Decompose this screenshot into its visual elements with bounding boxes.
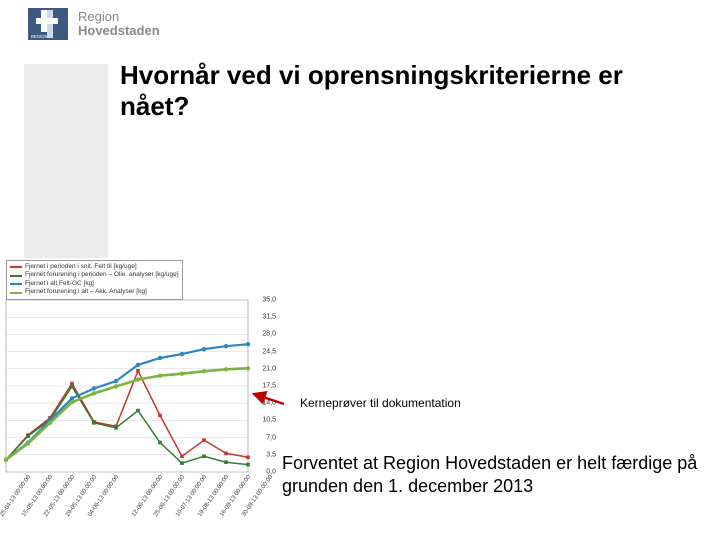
legend-swatch	[10, 275, 22, 277]
slide: REGION Region Hovedstaden Hvornår ved vi…	[0, 0, 720, 540]
legend-label: Fjernet i perioden i snit. Felt til [kg/…	[25, 263, 137, 271]
legend-label: Fjernet forurening i perioden – Olie. an…	[25, 271, 179, 279]
page-title: Hvornår ved vi oprensningskriterierne er…	[120, 60, 680, 121]
x-axis-ticks: 25-04-13 00:00:0015-05-13 00:00:0022-05-…	[0, 478, 278, 530]
legend-item: Fjernet i alt Felt-GC [kg]	[10, 280, 179, 288]
annotation-arrow	[248, 388, 288, 408]
y-tick-label: 35,0	[262, 297, 276, 304]
decorative-stripe	[24, 64, 108, 260]
y-tick-label: 31,5	[262, 314, 276, 321]
logo-line2: Hovedstaden	[78, 24, 160, 38]
legend-item: Fjernet i perioden i snit. Felt til [kg/…	[10, 263, 179, 271]
legend-swatch	[10, 292, 22, 294]
logo-text: Region Hovedstaden	[78, 10, 160, 39]
y-tick-label: 7,0	[266, 434, 276, 441]
y-tick-label: 21,0	[262, 365, 276, 372]
logo-small-text: REGION	[31, 34, 48, 39]
body-paragraph: Forventet at Region Hovedstaden er helt …	[282, 452, 702, 499]
legend-label: Fjernet i alt Felt-GC [kg]	[25, 280, 94, 288]
logo: REGION Region Hovedstaden	[28, 8, 160, 40]
legend-item: Fjernet forurening i alt – Akk. Analyser…	[10, 288, 179, 296]
logo-line1: Region	[78, 10, 160, 24]
y-axis-ticks: 0,03,57,010,514,017,521,024,528,031,535,…	[252, 258, 278, 484]
logo-mark: REGION	[28, 8, 68, 40]
legend-swatch	[10, 266, 22, 268]
y-tick-label: 28,0	[262, 331, 276, 338]
chart: Fjernet i perioden i snit. Felt til [kg/…	[0, 258, 278, 538]
y-tick-label: 10,5	[262, 417, 276, 424]
legend-label: Fjernet forurening i alt – Akk. Analyser…	[25, 288, 147, 296]
y-tick-label: 24,5	[262, 348, 276, 355]
legend-swatch	[10, 283, 22, 285]
chart-legend: Fjernet i perioden i snit. Felt til [kg/…	[6, 260, 183, 300]
legend-item: Fjernet forurening i perioden – Olie. an…	[10, 271, 179, 279]
chart-annotation: Kerneprøver til dokumentation	[300, 396, 461, 410]
y-tick-label: 3,5	[266, 451, 276, 458]
